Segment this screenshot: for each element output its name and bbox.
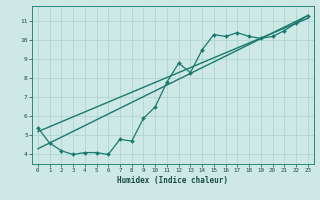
X-axis label: Humidex (Indice chaleur): Humidex (Indice chaleur) <box>117 176 228 185</box>
